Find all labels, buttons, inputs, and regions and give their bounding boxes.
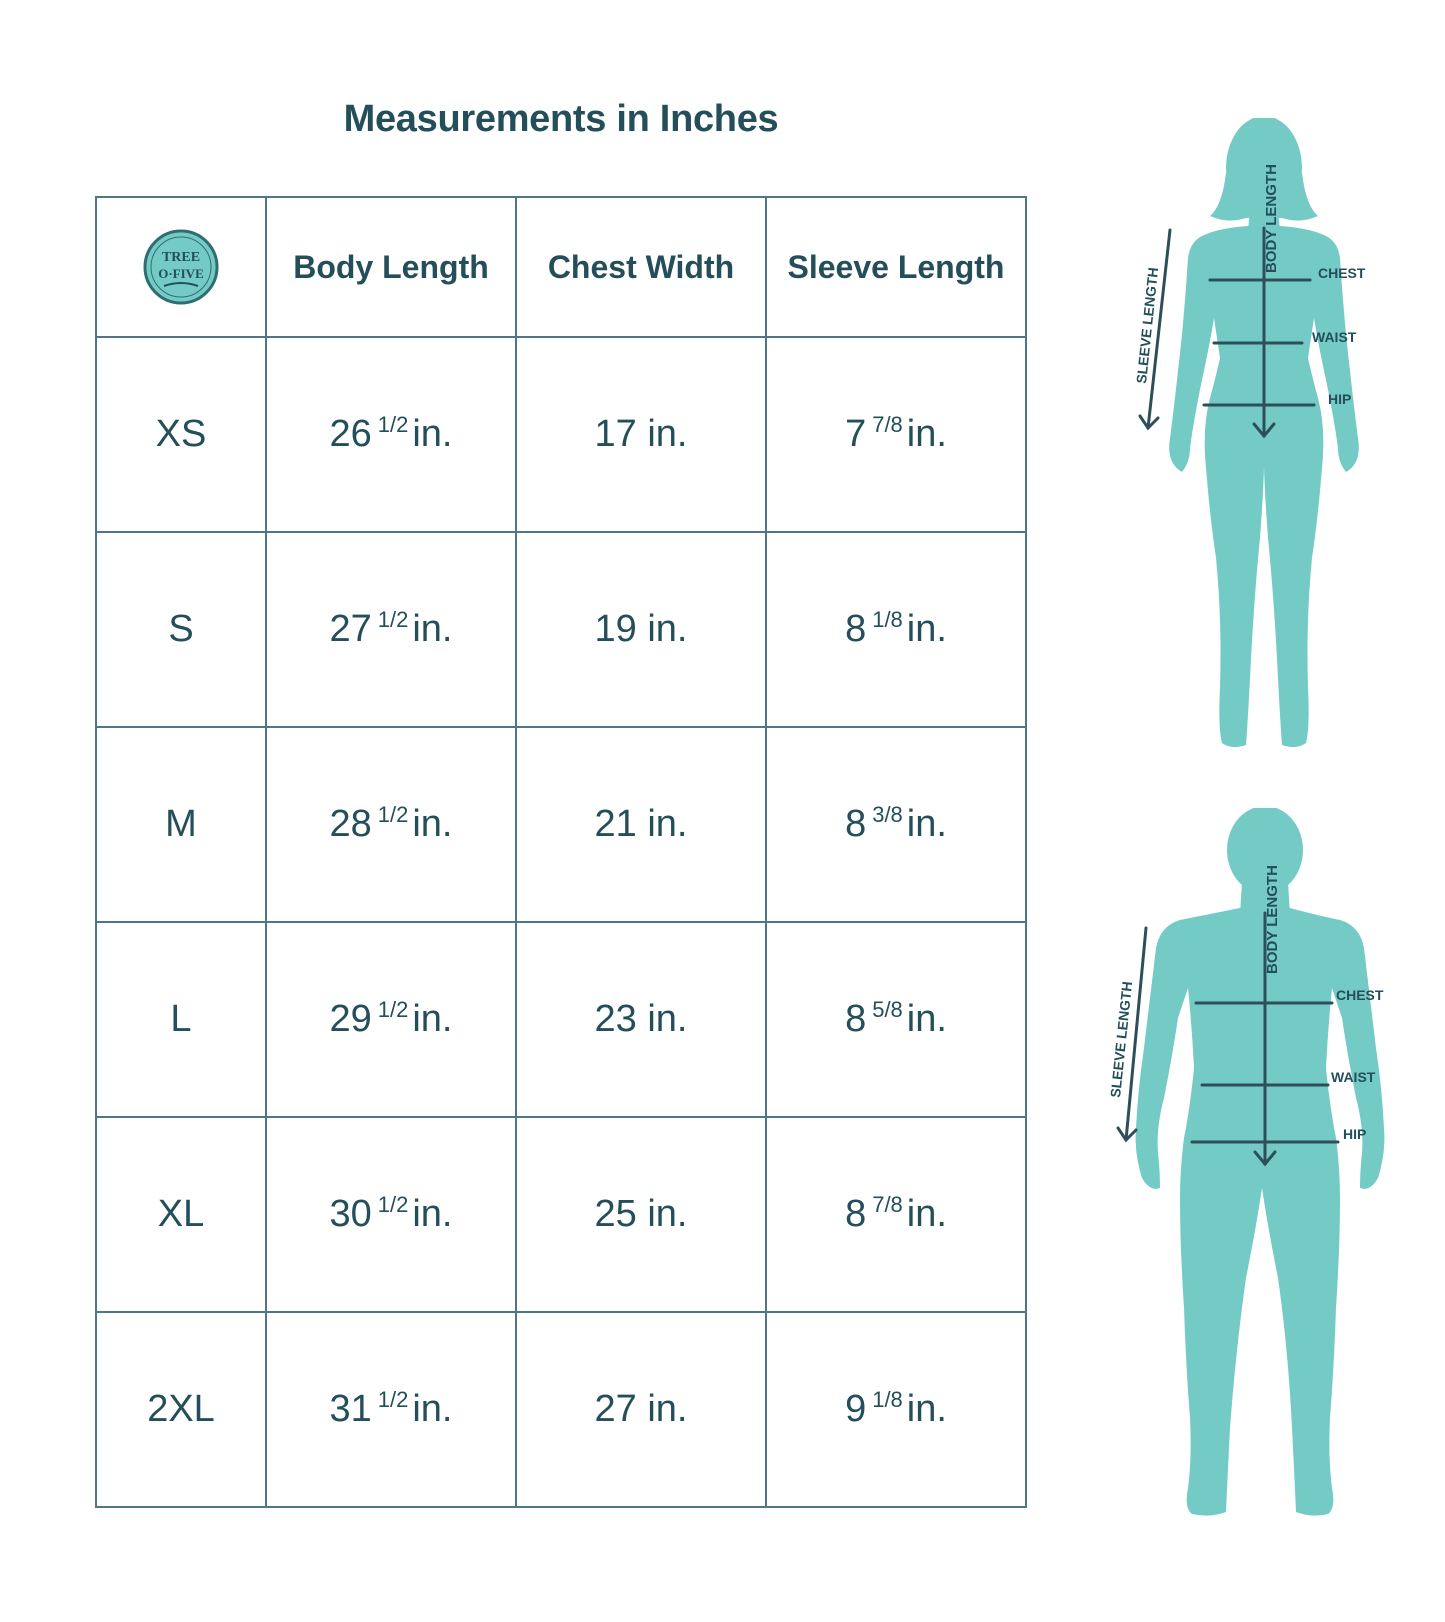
table-row: L 29 1/2 in. 23 in. 8 5/8 in. [95, 921, 1027, 1118]
table-header-row: TREE O·FIVE Body Length Chest Width Slee… [95, 196, 1027, 338]
table-row: XS 26 1/2 in. 17 in. 7 7/8 in. [95, 336, 1027, 533]
body-length-cell: 31 1/2 in. [265, 1311, 517, 1508]
size-cell: L [95, 921, 267, 1118]
chest-width-cell: 19 in. [515, 531, 767, 728]
size-cell: XL [95, 1116, 267, 1313]
sleeve-length-cell: 9 1/8 in. [765, 1311, 1027, 1508]
body-length-cell: 28 1/2 in. [265, 726, 517, 923]
chest-label: CHEST [1336, 987, 1384, 1003]
column-header-sleeve-length: Sleeve Length [765, 196, 1027, 338]
male-silhouette-icon: BODY LENGTH CHEST WAIST HIP SLEEVE LENGT… [1107, 808, 1385, 1516]
logo-cell: TREE O·FIVE [95, 196, 267, 338]
female-measurement-diagram: BODY LENGTH CHEST WAIST HIP SLEEVE LENGT… [1110, 118, 1410, 783]
sleeve-length-label: SLEEVE LENGTH [1133, 267, 1161, 385]
chest-label: CHEST [1318, 265, 1366, 281]
body-length-cell: 30 1/2 in. [265, 1116, 517, 1313]
hip-label: HIP [1343, 1126, 1366, 1142]
body-length-cell: 27 1/2 in. [265, 531, 517, 728]
table-row: XL 30 1/2 in. 25 in. 8 7/8 in. [95, 1116, 1027, 1313]
sleeve-length-cell: 8 1/8 in. [765, 531, 1027, 728]
body-length-cell: 26 1/2 in. [265, 336, 517, 533]
chest-width-cell: 21 in. [515, 726, 767, 923]
column-header-body-length: Body Length [265, 196, 517, 338]
female-silhouette-icon: BODY LENGTH CHEST WAIST HIP SLEEVE LENGT… [1133, 118, 1366, 748]
hip-label: HIP [1328, 391, 1351, 407]
table-row: 2XL 31 1/2 in. 27 in. 9 1/8 in. [95, 1311, 1027, 1508]
waist-label: WAIST [1312, 329, 1357, 345]
page-title: Measurements in Inches [343, 98, 779, 140]
sleeve-length-cell: 7 7/8 in. [765, 336, 1027, 533]
body-length-label: BODY LENGTH [1263, 164, 1280, 273]
size-chart-table: TREE O·FIVE Body Length Chest Width Slee… [95, 196, 1027, 1508]
size-cell: M [95, 726, 267, 923]
chest-width-cell: 23 in. [515, 921, 767, 1118]
waist-label: WAIST [1331, 1069, 1376, 1085]
male-measurement-diagram: BODY LENGTH CHEST WAIST HIP SLEEVE LENGT… [1080, 808, 1410, 1548]
chest-width-cell: 25 in. [515, 1116, 767, 1313]
size-cell: S [95, 531, 267, 728]
logo-text-bottom: O·FIVE [158, 266, 204, 281]
size-cell: XS [95, 336, 267, 533]
body-length-cell: 29 1/2 in. [265, 921, 517, 1118]
table-row: S 27 1/2 in. 19 in. 8 1/8 in. [95, 531, 1027, 728]
chest-width-cell: 17 in. [515, 336, 767, 533]
logo-text-top: TREE [162, 250, 200, 265]
sleeve-length-cell: 8 7/8 in. [765, 1116, 1027, 1313]
sleeve-length-cell: 8 3/8 in. [765, 726, 1027, 923]
chest-width-cell: 27 in. [515, 1311, 767, 1508]
sleeve-length-cell: 8 5/8 in. [765, 921, 1027, 1118]
tree-o-five-logo-icon: TREE O·FIVE [143, 229, 219, 305]
column-header-chest-width: Chest Width [515, 196, 767, 338]
size-cell: 2XL [95, 1311, 267, 1508]
body-length-label: BODY LENGTH [1264, 865, 1281, 974]
table-row: M 28 1/2 in. 21 in. 8 3/8 in. [95, 726, 1027, 923]
